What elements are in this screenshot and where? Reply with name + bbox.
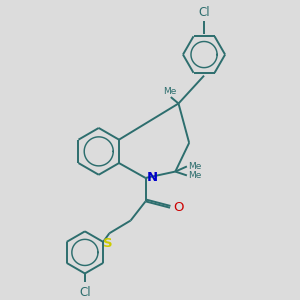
Text: Me: Me <box>188 162 201 171</box>
Text: Me: Me <box>163 87 176 96</box>
Text: Cl: Cl <box>198 7 210 20</box>
Text: S: S <box>103 237 113 250</box>
Text: Me: Me <box>188 171 201 180</box>
Text: O: O <box>173 201 183 214</box>
Text: Cl: Cl <box>79 286 91 299</box>
Text: N: N <box>147 172 158 184</box>
